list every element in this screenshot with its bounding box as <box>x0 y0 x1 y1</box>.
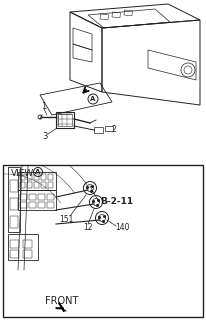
Bar <box>3 165 203 317</box>
Bar <box>10 250 19 258</box>
Bar <box>48 182 53 188</box>
Bar <box>56 112 74 128</box>
Bar <box>34 182 39 188</box>
Text: 3: 3 <box>42 132 48 140</box>
Text: A: A <box>35 169 41 175</box>
Bar <box>48 174 53 180</box>
Bar <box>23 240 32 248</box>
Text: VIEW: VIEW <box>11 169 34 178</box>
Bar <box>112 12 120 18</box>
Bar <box>29 202 36 208</box>
Bar <box>41 174 46 180</box>
Text: 151: 151 <box>59 215 73 225</box>
Bar <box>38 194 45 200</box>
Bar <box>8 167 20 232</box>
Text: 12: 12 <box>83 223 93 233</box>
Text: 140: 140 <box>115 223 129 233</box>
Bar <box>18 172 56 190</box>
Bar <box>23 250 32 258</box>
Bar <box>38 202 45 208</box>
Bar <box>47 194 54 200</box>
Bar <box>20 182 25 188</box>
Bar <box>20 174 25 180</box>
Bar <box>105 126 113 131</box>
Bar <box>20 194 27 200</box>
Bar <box>94 127 103 133</box>
Bar <box>27 174 32 180</box>
Bar <box>29 194 36 200</box>
Bar <box>20 202 27 208</box>
Bar <box>47 202 54 208</box>
Bar <box>8 234 38 260</box>
Text: FRONT: FRONT <box>45 296 79 306</box>
Text: A: A <box>90 96 96 102</box>
Bar <box>10 180 18 192</box>
Bar <box>27 182 32 188</box>
Text: B-2-11: B-2-11 <box>100 197 133 206</box>
Bar <box>18 190 56 210</box>
Bar <box>10 198 18 210</box>
Bar <box>124 10 132 16</box>
Text: 2: 2 <box>112 124 116 133</box>
Bar <box>58 114 72 126</box>
Bar <box>100 14 108 20</box>
Bar <box>41 182 46 188</box>
Bar <box>10 240 19 248</box>
Bar <box>34 174 39 180</box>
Polygon shape <box>61 307 67 312</box>
Bar <box>10 216 18 228</box>
Text: 1: 1 <box>41 101 47 110</box>
